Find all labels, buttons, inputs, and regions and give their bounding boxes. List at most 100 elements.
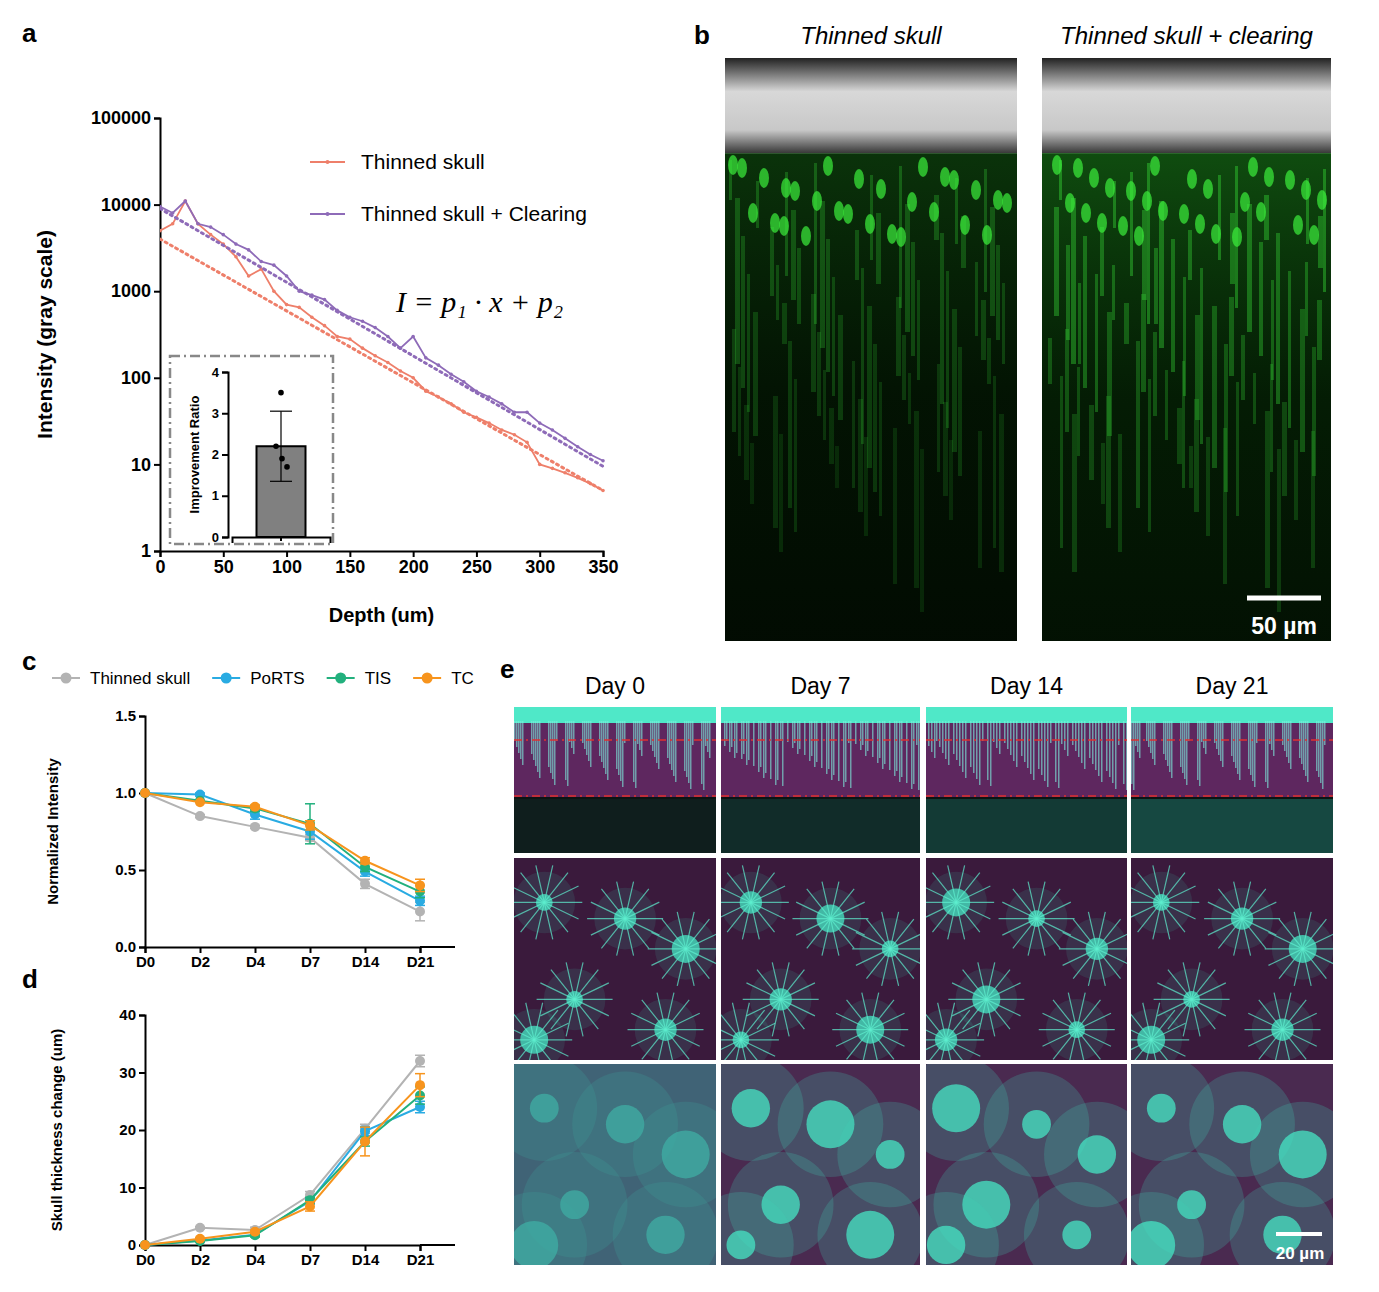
marker: [415, 896, 425, 906]
tick-label: D2: [191, 1251, 210, 1268]
legend-item: Thinned skull: [52, 669, 190, 688]
marker: [373, 354, 377, 358]
tick-label: 20: [119, 1121, 136, 1138]
series-line: [145, 1096, 420, 1246]
micrograph: [926, 707, 1127, 853]
error-bar: [415, 879, 425, 891]
marker: [500, 402, 504, 406]
marker: [323, 324, 327, 328]
marker: [360, 856, 370, 866]
tick: 1000: [111, 281, 160, 301]
image-title: Day 0: [585, 673, 645, 699]
tick: 300: [525, 551, 555, 577]
marker: [361, 319, 365, 323]
x-axis: D0D2D4D7D14D21: [136, 947, 455, 970]
series-line: [145, 793, 420, 885]
tick-label: D7: [301, 953, 320, 970]
micrograph: [721, 1064, 920, 1265]
marker: [361, 346, 365, 350]
micrograph: [926, 1064, 1127, 1265]
image-title: Day 7: [790, 673, 850, 699]
figure: a050100150200250300350110100100010000100…: [0, 0, 1379, 1292]
axis-title: Depth (um): [329, 604, 435, 626]
tick: 1: [212, 488, 228, 503]
marker: [415, 907, 425, 917]
marker: [449, 372, 453, 376]
error-bar: [360, 879, 370, 888]
marker: [297, 306, 301, 310]
panel-label: d: [22, 964, 38, 994]
tick-mark: [154, 291, 160, 293]
marker: [348, 337, 352, 341]
micrograph: [514, 1064, 716, 1265]
marker: [386, 335, 390, 339]
micrograph: [926, 858, 1127, 1060]
tick: 4: [212, 365, 228, 380]
x-axis: 050100150200250300350: [155, 551, 618, 577]
marker: [601, 489, 605, 493]
marker: [195, 1223, 205, 1233]
legend-marker: [221, 673, 232, 684]
marker: [360, 879, 370, 889]
marker: [196, 222, 200, 226]
tick-label: 10: [131, 455, 151, 475]
tick-label: 0: [128, 1236, 136, 1253]
marker: [589, 453, 593, 457]
marker: [415, 1056, 425, 1066]
legend-item: TC: [413, 669, 474, 688]
scale-bar-label: 20 µm: [1276, 1244, 1325, 1263]
tick-label: 4: [212, 365, 220, 380]
marker: [415, 880, 425, 890]
marker: [373, 326, 377, 330]
tick-label: 1.5: [115, 707, 136, 724]
error-bar: [360, 1137, 370, 1146]
tick-label: 200: [399, 557, 429, 577]
marker: [184, 199, 188, 203]
marker: [272, 263, 276, 267]
tick-label: D21: [407, 953, 435, 970]
marker: [525, 410, 529, 414]
tick: 200: [399, 551, 429, 577]
image-title: Day 21: [1196, 673, 1269, 699]
tick: 1.5: [115, 707, 145, 724]
axis-line: [139, 1016, 146, 1246]
marker: [250, 1227, 260, 1237]
tick: 0.0: [115, 938, 145, 955]
tick-mark: [139, 1015, 145, 1017]
tick-label: 100: [272, 557, 302, 577]
legend-marker: [335, 673, 346, 684]
error-bar: [415, 1055, 425, 1067]
panel-label: e: [500, 654, 514, 684]
marker: [250, 802, 260, 812]
tick-label: D4: [246, 953, 266, 970]
axis-title: Intensity (gray scale): [33, 230, 56, 439]
series-line: [145, 793, 420, 892]
tick: D2: [191, 947, 210, 970]
marker: [513, 433, 517, 437]
tick-label: 3: [212, 406, 219, 421]
marker: [247, 248, 251, 252]
tick-mark: [154, 551, 160, 553]
marker: [305, 820, 315, 830]
axis-title: Skull thickness change (um): [48, 1029, 65, 1232]
tick: 30: [119, 1064, 145, 1081]
panel-label: c: [22, 646, 36, 676]
marker: [221, 233, 225, 237]
micrograph: [721, 707, 920, 853]
marker: [140, 1240, 150, 1250]
marker: [305, 1201, 315, 1211]
axis-title: Improvement Ratio: [187, 396, 202, 514]
marker: [140, 788, 150, 798]
marker: [538, 463, 542, 467]
tick-mark: [222, 413, 228, 415]
legend-label: Thinned skull: [90, 669, 190, 688]
axis-line: [139, 717, 146, 948]
legend-label: PoRTS: [250, 669, 305, 688]
marker: [209, 225, 213, 229]
tick-label: D14: [352, 1251, 380, 1268]
legend-label: Thinned skull: [361, 150, 485, 173]
scale-bar: [1276, 1232, 1322, 1236]
axis-line: [420, 946, 455, 948]
error-bar: [360, 1127, 370, 1156]
error-bar: [305, 821, 315, 830]
